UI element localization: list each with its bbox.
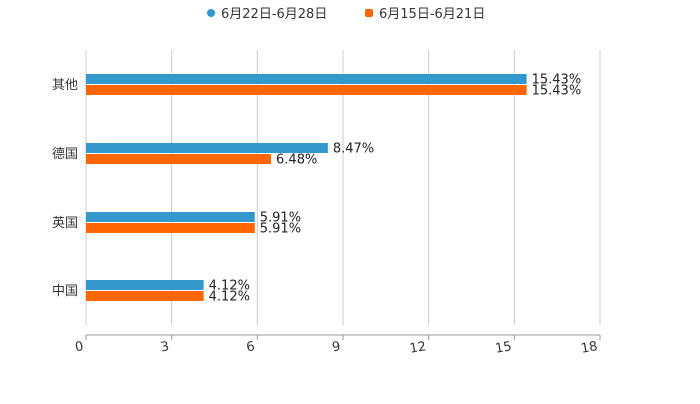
category-label: 中国 <box>52 284 78 299</box>
data-label: 6.48% <box>276 153 317 168</box>
bar <box>86 74 527 84</box>
bar <box>86 280 204 290</box>
x-tick-label: 0 <box>74 339 85 355</box>
legend-marker-circle <box>207 9 215 17</box>
x-tick-label: 12 <box>408 339 427 357</box>
bar <box>86 143 328 153</box>
legend-label: 6月15日-6月21日 <box>379 7 485 22</box>
data-label: 5.91% <box>260 211 301 226</box>
category-label: 英国 <box>52 216 78 231</box>
category-label: 其他 <box>52 78 78 93</box>
bar <box>86 85 527 95</box>
x-tick-label: 18 <box>580 339 599 357</box>
legend-marker-square <box>365 9 373 17</box>
data-label: 4.12% <box>209 290 250 305</box>
data-label: 5.91% <box>260 222 301 237</box>
data-label: 4.12% <box>209 279 250 294</box>
bar <box>86 223 255 233</box>
bar <box>86 212 255 222</box>
bar <box>86 291 204 301</box>
bar <box>86 154 272 164</box>
x-tick-label: 6 <box>245 339 256 355</box>
x-tick-label: 3 <box>160 339 171 355</box>
x-tick-label: 9 <box>331 339 342 355</box>
data-label: 15.43% <box>532 84 582 99</box>
legend-label: 6月22日-6月28日 <box>221 7 327 22</box>
category-label: 德国 <box>52 147 78 162</box>
data-label: 15.43% <box>532 73 582 88</box>
x-tick-label: 15 <box>494 339 513 357</box>
data-label: 8.47% <box>333 142 374 157</box>
